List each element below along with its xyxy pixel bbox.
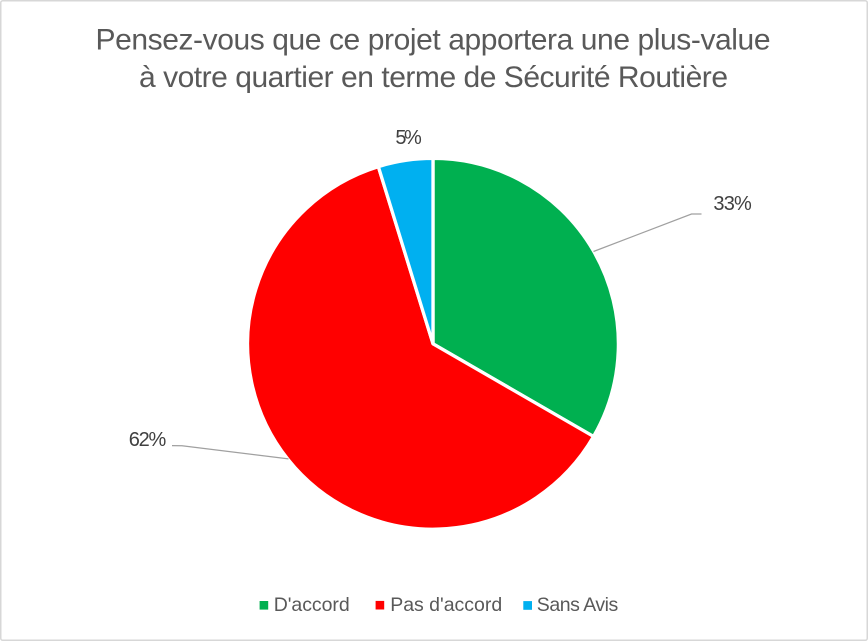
- svg-text:5%: 5%: [395, 127, 422, 149]
- svg-text:à votre quartier en terme de S: à votre quartier en terme de Sécurité Ro…: [139, 61, 728, 94]
- svg-text:62%: 62%: [129, 429, 167, 451]
- svg-text:D'accord: D'accord: [274, 594, 350, 616]
- svg-text:Sans Avis: Sans Avis: [537, 594, 619, 616]
- svg-text:33%: 33%: [713, 193, 752, 215]
- svg-text:Pas d'accord: Pas d'accord: [390, 594, 502, 616]
- svg-text:Pensez-vous que ce projet appo: Pensez-vous que ce projet apportera une …: [96, 23, 771, 56]
